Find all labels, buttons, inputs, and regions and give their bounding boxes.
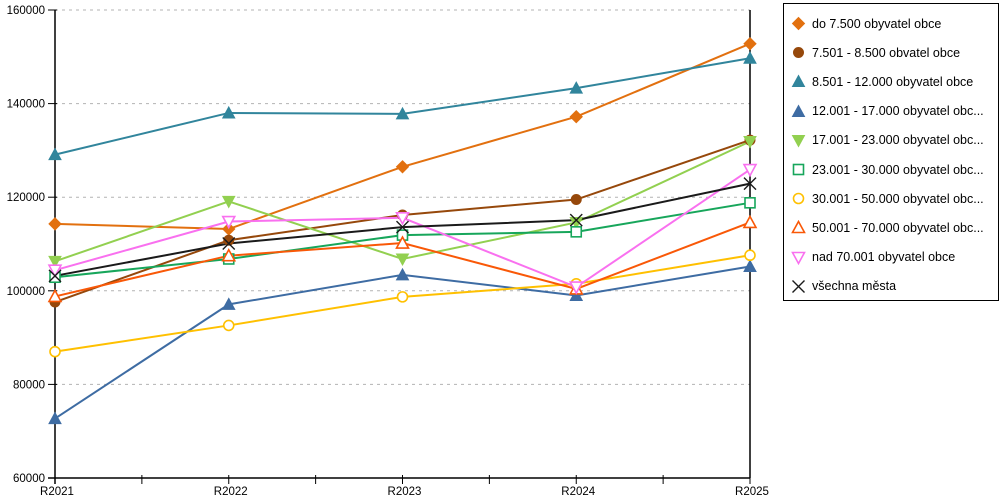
- marker-x: [743, 177, 757, 191]
- triangle-up-legend-marker-icon: [791, 74, 806, 88]
- legend-item-label: 23.001 - 30.000 obyvatel obc...: [812, 162, 984, 177]
- triangle-down-legend-marker-icon: [791, 251, 806, 265]
- x-legend-marker-icon: [792, 279, 805, 293]
- x-axis-tick-label: R2021: [40, 486, 74, 498]
- marker-triangle-down: [791, 251, 806, 265]
- legend-item-label: 50.001 - 70.000 obyvatel obc...: [812, 220, 984, 235]
- marker-square: [570, 226, 583, 238]
- y-axis-tick-label: 140000: [7, 99, 45, 111]
- legend-item: 50.001 - 70.000 obyvatel obc...: [791, 213, 994, 242]
- legend-item: 23.001 - 30.000 obyvatel obc...: [791, 155, 994, 184]
- x-axis-tick-label: R2022: [214, 486, 248, 498]
- marker-diamond: [743, 36, 757, 51]
- legend-item: 17.001 - 23.000 obyvatel obc...: [791, 126, 994, 155]
- legend-box: do 7.500 obyvatel obce 7.501 - 8.500 obva…: [783, 3, 999, 301]
- marker-triangle-up: [395, 235, 410, 249]
- marker-triangle-up: [569, 288, 584, 301]
- marker-triangle-down: [395, 253, 410, 267]
- x-axis-tick-label: R2025: [735, 486, 769, 498]
- marker-triangle-up: [742, 214, 758, 229]
- legend-item: 8.501 - 12.000 obyvatel obce: [791, 67, 994, 96]
- x-axis-tick-label: R2023: [388, 486, 422, 498]
- marker-triangle-up: [569, 81, 584, 94]
- legend-item-label: všechna města: [812, 279, 897, 294]
- y-axis-tick-label: 80000: [13, 379, 45, 391]
- marker-circle: [49, 345, 61, 358]
- marker-circle: [222, 319, 235, 332]
- circle-legend-marker-icon: [792, 192, 805, 205]
- legend-item: 7.501 - 8.500 obvatel obce: [791, 38, 994, 67]
- y-axis-tick-label: 100000: [7, 286, 45, 298]
- marker-triangle-up: [791, 104, 806, 117]
- marker-diamond: [395, 160, 410, 174]
- marker-triangle-up: [743, 51, 757, 64]
- marker-circle: [396, 291, 409, 303]
- marker-x: [569, 213, 583, 227]
- marker-circle: [223, 234, 235, 246]
- triangle-up-legend-marker-icon: [791, 220, 806, 234]
- marker-triangle-down: [48, 255, 62, 269]
- marker-triangle-up: [395, 106, 410, 120]
- marker-triangle-down: [743, 136, 757, 149]
- marker-triangle-up: [221, 248, 237, 262]
- legend-item: všechna města: [791, 272, 994, 300]
- legend-item: do 7.500 obyvatel obce: [791, 9, 994, 38]
- series-line: [54, 42, 751, 231]
- marker-triangle-down: [221, 195, 236, 209]
- series-line: [54, 57, 751, 156]
- legend-item-label: 30.001 - 50.000 obyvatel obc...: [812, 191, 984, 206]
- marker-square: [792, 163, 805, 176]
- triangle-down-legend-marker-icon: [791, 134, 806, 148]
- marker-triangle-down: [742, 163, 758, 178]
- legend-item-label: nad 70.001 obyvatel obce: [812, 250, 956, 265]
- marker-circle: [570, 194, 582, 206]
- legend-item-label: 17.001 - 23.000 obyvatel obc...: [812, 133, 984, 148]
- marker-circle: [792, 192, 805, 205]
- marker-square: [744, 197, 756, 209]
- circle-legend-marker-icon: [793, 47, 804, 59]
- series-line: [54, 265, 751, 420]
- marker-diamond: [791, 16, 806, 31]
- legend-item-label: 8.501 - 12.000 obyvatel obce: [812, 74, 974, 89]
- marker-triangle-up: [48, 147, 62, 161]
- marker-triangle-up: [221, 297, 236, 310]
- y-axis-tick-label: 120000: [7, 192, 45, 204]
- marker-triangle-up: [48, 411, 62, 425]
- marker-x: [222, 237, 236, 251]
- marker-x: [792, 279, 805, 293]
- diamond-legend-marker-icon: [791, 16, 806, 31]
- marker-diamond: [48, 217, 62, 231]
- marker-triangle-up: [395, 267, 410, 281]
- marker-triangle-up: [791, 74, 806, 88]
- marker-triangle-down: [47, 264, 63, 278]
- marker-triangle-up: [221, 105, 236, 119]
- marker-triangle-down: [395, 211, 410, 226]
- marker-triangle-down: [791, 134, 806, 148]
- marker-circle: [793, 47, 804, 59]
- legend-item: 30.001 - 50.000 obyvatel obc...: [791, 184, 994, 213]
- marker-circle: [744, 249, 756, 262]
- marker-triangle-up: [47, 288, 63, 303]
- x-axis-tick-label: R2024: [561, 486, 595, 498]
- legend-item-label: 7.501 - 8.500 obvatel obce: [812, 45, 961, 60]
- marker-x: [396, 220, 409, 234]
- square-legend-marker-icon: [792, 163, 805, 176]
- marker-triangle-down: [568, 281, 584, 295]
- y-axis-tick-label: 60000: [13, 473, 45, 485]
- legend-item: nad 70.001 obyvatel obce: [791, 243, 994, 272]
- marker-diamond: [569, 109, 583, 124]
- marker-triangle-up: [791, 220, 806, 234]
- triangle-up-legend-marker-icon: [791, 104, 806, 117]
- legend-item-label: 12.001 - 17.000 obyvatel obc...: [812, 104, 984, 119]
- marker-triangle-up: [743, 259, 757, 272]
- legend-item-label: do 7.500 obyvatel obce: [812, 16, 942, 31]
- marker-triangle-down: [221, 215, 237, 230]
- y-axis-tick-label: 160000: [7, 5, 45, 17]
- legend-item: 12.001 - 17.000 obyvatel obc...: [791, 97, 994, 126]
- marker-x: [48, 269, 62, 283]
